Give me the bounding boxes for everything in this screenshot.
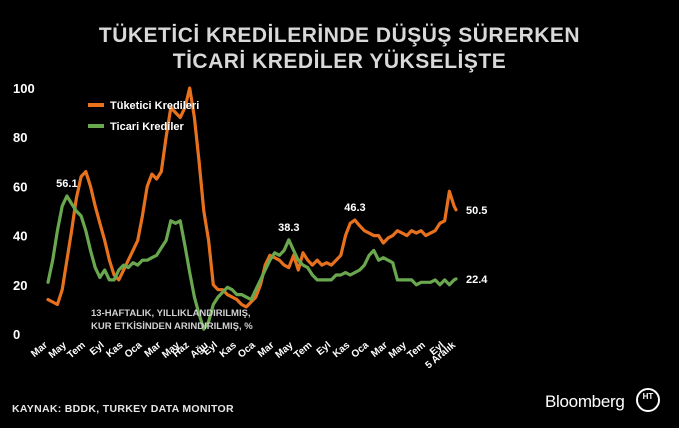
chart-title-line1: TÜKETİCİ KREDİLERİNDE DÜŞÜŞ SÜRERKEN	[98, 24, 581, 47]
x-tick-label: May	[274, 340, 296, 361]
x-tick-label: Mar	[369, 340, 390, 360]
x-tick-label: Mar	[29, 340, 50, 360]
y-axis: 0 20 40 60 80 100	[13, 81, 35, 342]
x-tick-label: Oca	[123, 340, 145, 361]
y-tick-label: 40	[13, 229, 27, 244]
x-tick-label: May	[47, 340, 69, 361]
legend-label: Tüketici Kredileri	[110, 100, 199, 112]
bloomberg-logo: Bloomberg	[545, 392, 625, 411]
data-label: 22.4	[466, 274, 488, 286]
x-tick-label: Eyl	[315, 340, 334, 358]
series-line-commercial	[46, 194, 458, 331]
series-lines	[46, 86, 458, 331]
x-tick-label: Mar	[256, 340, 277, 360]
x-tick-label: Tem	[292, 340, 314, 361]
x-tick-label: Eyl	[88, 340, 107, 358]
x-tick-label: Mar	[143, 340, 164, 360]
y-tick-label: 20	[13, 278, 27, 293]
source-note: KAYNAK: BDDK, TURKEY DATA MONITOR	[12, 403, 234, 415]
x-tick-label: Oca	[349, 340, 371, 361]
x-tick-label: Kas	[218, 340, 239, 361]
legend-label: Ticari Krediler	[110, 121, 184, 133]
y-tick-label: 0	[13, 327, 20, 342]
data-label: 38.3	[278, 222, 299, 234]
x-tick-label: Oca	[236, 340, 258, 361]
y-tick-label: 80	[13, 130, 27, 145]
data-label: 56.1	[56, 178, 77, 190]
chart-title-line2: TİCARİ KREDİLER YÜKSELİŞTE	[172, 50, 507, 73]
data-label: 46.3	[344, 202, 365, 214]
y-tick-label: 100	[13, 81, 35, 96]
ht-logo-icon: HT	[636, 388, 660, 412]
x-tick-label: May	[387, 340, 409, 361]
x-tick-label: Kas	[331, 340, 352, 361]
x-tick-label: Kas	[104, 340, 125, 361]
data-label: 50.5	[466, 205, 487, 217]
x-tick-label: Tem	[65, 340, 87, 361]
annotations: 56.1 38.3 46.3 50.5 22.4	[56, 178, 488, 286]
chart-note-line1: 13-HAFTALIK, YILLIKLANDIRILMIŞ,	[91, 308, 251, 319]
y-tick-label: 60	[13, 179, 27, 194]
x-tick-label: Tem	[405, 340, 427, 361]
legend: Tüketici Kredileri Ticari Krediler	[88, 100, 199, 133]
chart-note-line2: KUR ETKİSİNDEN ARINDIRILMIŞ, %	[91, 321, 253, 332]
